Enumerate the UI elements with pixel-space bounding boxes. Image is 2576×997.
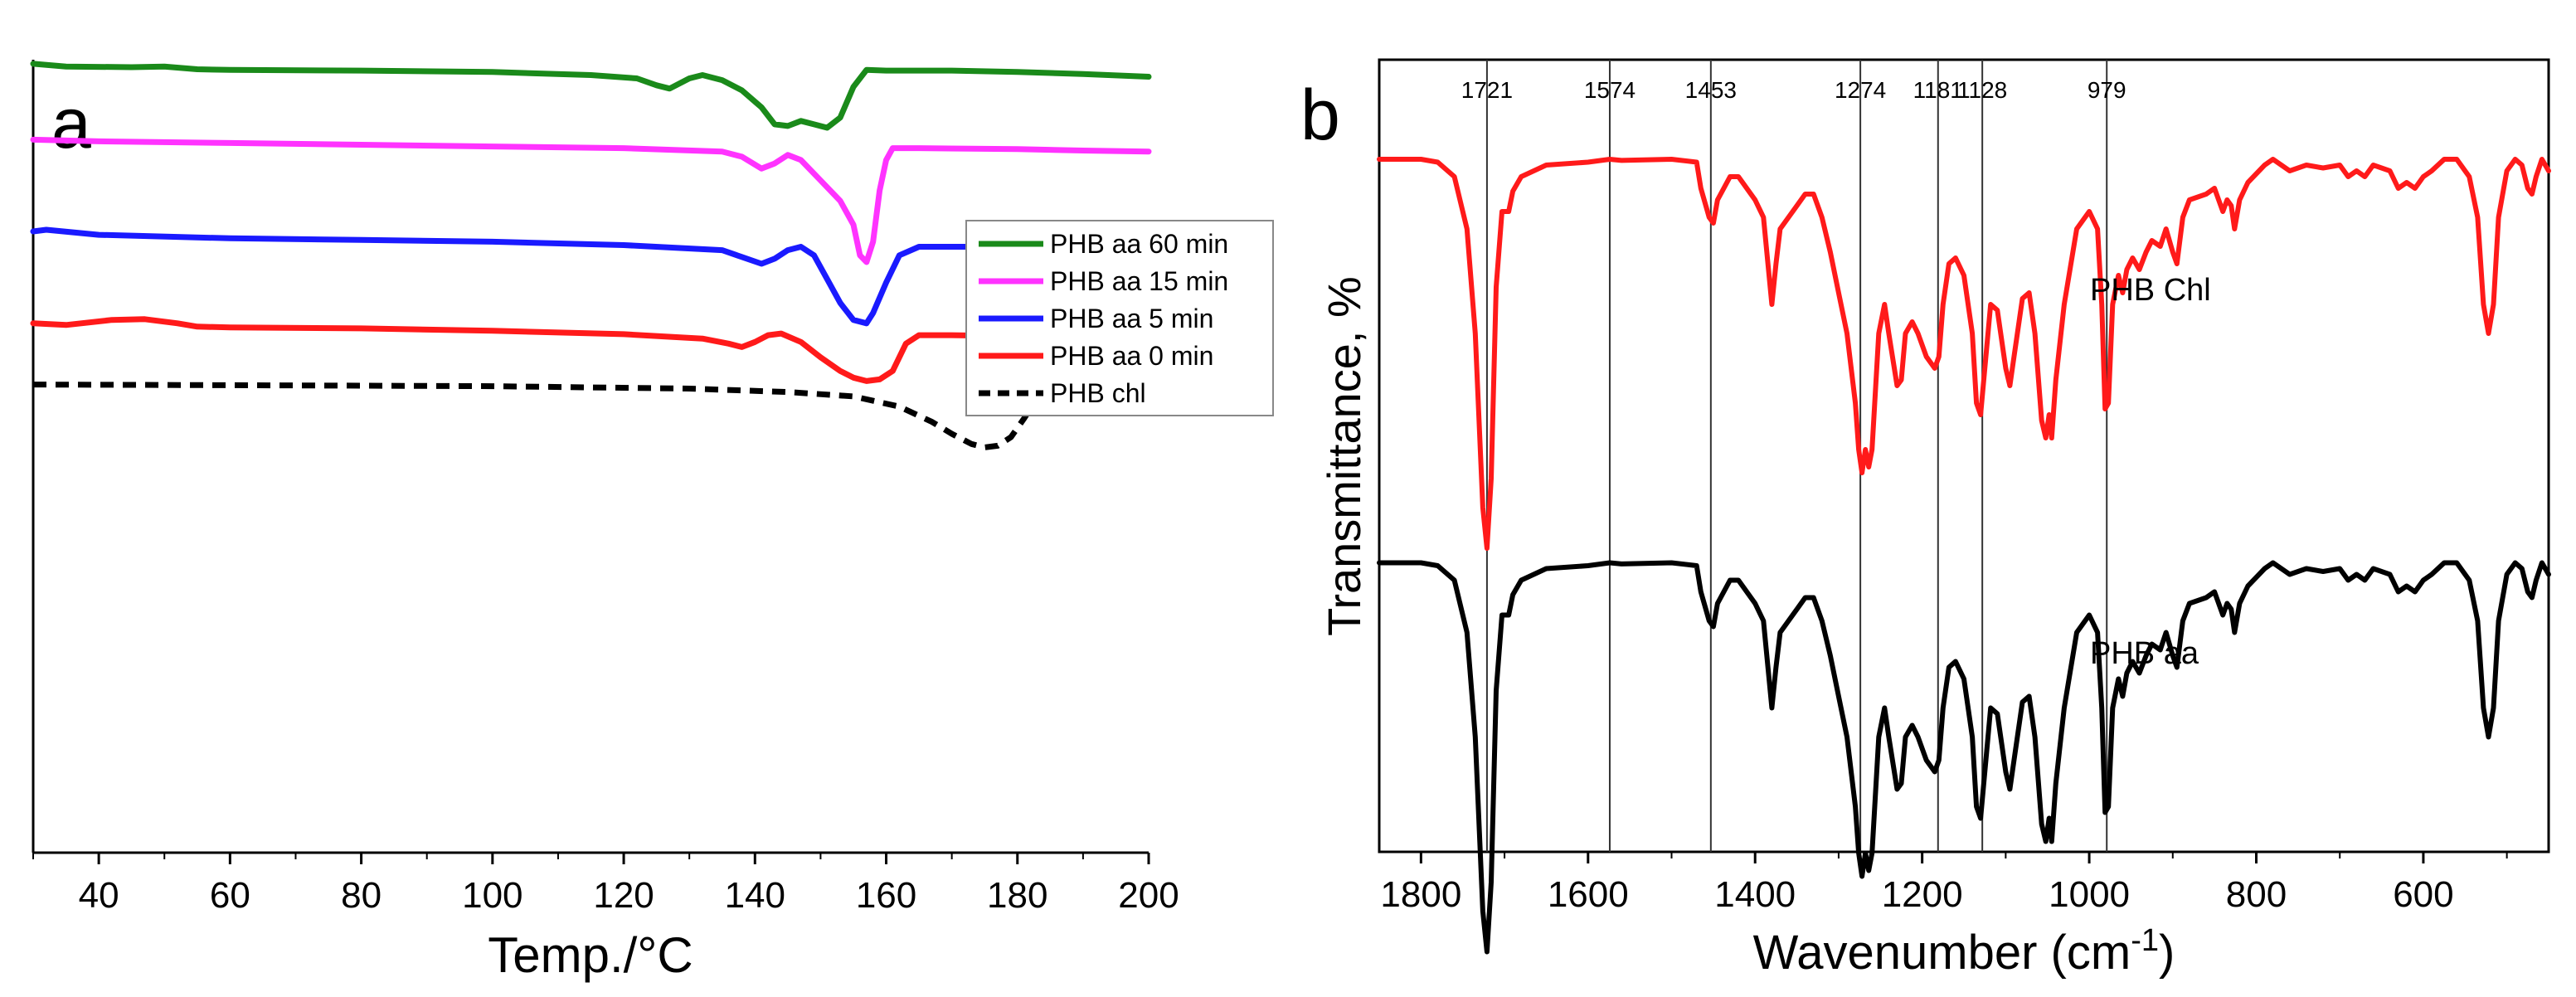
x-tick-label-140: 140 [725,875,785,916]
x-tick-label-40: 40 [79,875,119,916]
x-tick-label-120: 120 [593,875,654,916]
x-tick-label-1800: 1800 [1380,874,1461,915]
x-tick-label-160: 160 [856,875,916,916]
panel-b-frame [1378,58,2550,854]
legend-label-0-min: PHB aa 0 min [1050,341,1213,371]
series-line-phb-aa-15-min [30,136,1152,265]
panel-b-x-axis-label: Wavenumber (cm-1) [1753,923,2175,980]
legend-entry-0-min: PHB aa 0 min [979,341,1213,371]
panel-a-x-axis-label: Temp./°C [488,927,693,983]
series-line-phb-chl [1377,157,2551,551]
panel-a-legend: PHB aa 60 min PHB aa 15 min PHB aa 5 min… [965,220,1274,416]
reference-label-1721: 1721 [1461,77,1513,103]
series-line-phb-aa-0-min [30,316,1152,384]
series-line-phb-aa-60-min [30,61,1152,131]
x-tick-label-80: 80 [341,875,382,916]
legend-entry-chl: PHB chl [979,378,1146,408]
series-label-phb-chl: PHB Chl [2090,273,2211,308]
series-line-phb-aa [1377,560,2551,955]
panel-b-x-ticks: 1800 1600 1400 1200 1000 800 600 [1380,852,2508,915]
legend-label-chl: PHB chl [1050,378,1146,408]
legend-label-60-min: PHB aa 60 min [1050,229,1228,259]
reference-label-1128: 1128 [1957,77,2007,103]
reference-label-1181: 1181 [1913,77,1963,103]
legend-label-5-min: PHB aa 5 min [1050,304,1213,333]
reference-label-979: 979 [2088,77,2126,103]
legend-entry-60-min: PHB aa 60 min [979,229,1228,259]
x-tick-label-60: 60 [210,875,250,916]
panel-b-curves [1377,157,2551,955]
reference-label-1453: 1453 [1685,77,1737,103]
reference-label-1574: 1574 [1584,77,1636,103]
x-tick-label-1400: 1400 [1714,874,1796,915]
panel-a: a 40 60 80 100 120 140 160 180 200 Temp./°C PHB … [30,60,1274,983]
panel-b-x-axis-label-superscript: -1 [2131,923,2159,958]
x-tick-label-800: 800 [2226,874,2287,915]
legend-label-15-min: PHB aa 15 min [1050,266,1228,296]
series-line-phb-aa-5-min [30,226,1152,327]
reference-label-1274: 1274 [1835,77,1886,103]
series-line-phb-chl [32,382,1116,450]
panel-a-x-ticks: 40 60 80 100 120 140 160 180 200 [32,853,1179,916]
x-tick-label-200: 200 [1118,875,1179,916]
panel-b-label: b [1300,75,1340,155]
series-label-phb-aa: PHB aa [2090,636,2199,671]
legend-entry-15-min: PHB aa 15 min [979,266,1228,296]
legend-entry-5-min: PHB aa 5 min [979,304,1213,333]
x-tick-label-100: 100 [462,875,522,916]
x-tick-label-180: 180 [987,875,1047,916]
x-tick-label-600: 600 [2393,874,2453,915]
x-tick-label-1000: 1000 [2049,874,2130,915]
panel-b-y-axis-label: Transmittance, % [1318,276,1370,636]
panel-a-label: a [51,84,91,163]
x-tick-label-1200: 1200 [1882,874,1963,915]
x-tick-label-1600: 1600 [1548,874,1629,915]
panel-b-x-axis-label-close: ) [2159,926,2175,980]
panel-b-x-axis-label-main: Wavenumber (cm [1753,926,2131,980]
